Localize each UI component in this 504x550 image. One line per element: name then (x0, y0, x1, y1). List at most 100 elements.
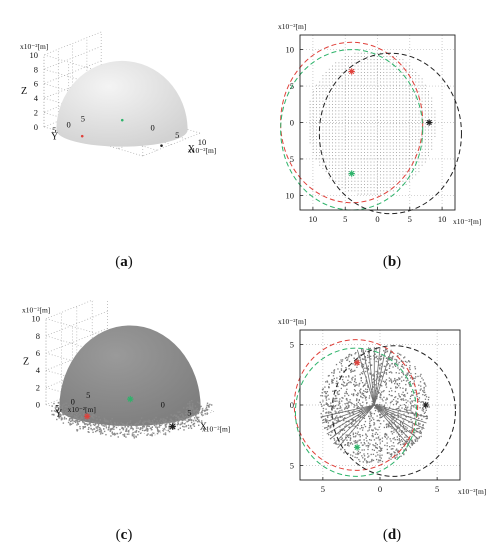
b-point (405, 71, 407, 73)
b-point (312, 97, 314, 99)
d-point (385, 384, 387, 386)
d-point (351, 443, 354, 445)
d-point (341, 378, 344, 381)
c-point (206, 402, 209, 404)
b-point (316, 123, 317, 125)
d-point (379, 367, 381, 369)
c-point (153, 418, 156, 421)
c-wall-grid (45, 293, 108, 319)
d-point (338, 403, 340, 405)
b-point (325, 94, 327, 96)
b-point (335, 167, 337, 169)
c-point (73, 420, 75, 423)
c-point (130, 423, 133, 426)
b-point (341, 100, 343, 102)
b-point (418, 126, 420, 128)
b-point (392, 167, 394, 169)
d-point (368, 397, 371, 399)
c-point (152, 421, 154, 423)
d-point (319, 401, 321, 403)
d-xtick-label: 5 (321, 484, 325, 494)
d-point (399, 409, 401, 411)
b-point (428, 132, 429, 134)
b-point (364, 174, 365, 176)
b-circle-black (318, 52, 462, 215)
d-point (399, 440, 401, 442)
b-point (431, 113, 433, 115)
b-point (431, 116, 433, 118)
d-point (325, 396, 327, 398)
b-point (360, 71, 362, 73)
d-point (413, 406, 415, 408)
c-point (160, 421, 163, 424)
c-point (151, 434, 153, 437)
d-point (344, 385, 346, 387)
d-point (363, 358, 365, 361)
b-point (380, 81, 381, 83)
a-marker (160, 144, 163, 147)
b-point (316, 113, 317, 115)
b-point (421, 97, 423, 99)
c-point (118, 424, 121, 426)
b-point (373, 151, 375, 153)
b-point (389, 123, 391, 125)
c-point (95, 426, 97, 428)
d-point (325, 399, 328, 401)
caption-d: (d) (382, 527, 402, 543)
b-point (335, 68, 337, 70)
d-point (405, 440, 407, 442)
b-point (319, 103, 321, 105)
d-point (328, 383, 330, 385)
a-unit-label-x: x10⁻²[m] (188, 146, 216, 155)
b-point (354, 177, 356, 179)
b-point (376, 193, 378, 195)
b-point (373, 94, 375, 96)
b-point (325, 164, 327, 166)
b-point (402, 81, 404, 83)
c-point (195, 419, 197, 421)
d-point (408, 367, 411, 369)
d-point (369, 420, 371, 422)
b-point (380, 113, 381, 115)
b-point (431, 107, 433, 109)
b-point (399, 81, 401, 83)
b-point (408, 94, 410, 96)
b-point (341, 91, 343, 93)
b-point (405, 123, 407, 125)
b-point (434, 123, 436, 125)
b-point (316, 145, 317, 147)
b-point (386, 100, 388, 102)
c-point (61, 417, 63, 419)
d-point (407, 442, 409, 444)
b-point (399, 177, 401, 179)
b-point (405, 155, 407, 157)
c-point (160, 424, 162, 426)
c-point (122, 428, 124, 431)
b-point (325, 110, 327, 112)
b-point-disk (309, 52, 436, 195)
b-point (328, 103, 330, 105)
d-point (380, 413, 382, 415)
b-point (434, 113, 436, 115)
a-ytick-label: 0 (66, 119, 70, 129)
d-point (403, 453, 405, 455)
b-point (338, 116, 340, 118)
d-point (421, 428, 423, 430)
b-point (376, 59, 378, 61)
b-point (348, 62, 349, 64)
b-point (360, 183, 362, 185)
b-point (370, 180, 372, 182)
d-point (354, 425, 356, 427)
b-point (399, 155, 401, 157)
b-point (322, 84, 324, 86)
c-point (74, 421, 77, 424)
c-marker (83, 413, 91, 420)
b-point (383, 139, 385, 141)
c-point (175, 418, 177, 420)
b-point (415, 100, 417, 102)
b-point (389, 190, 391, 192)
c-point (156, 428, 159, 431)
b-point (412, 68, 413, 70)
c-point (77, 415, 79, 417)
b-point (431, 110, 433, 112)
